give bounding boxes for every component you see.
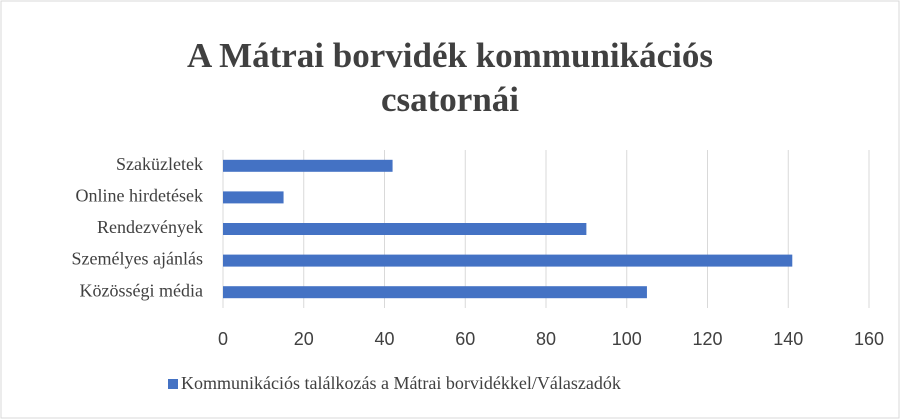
x-tick-label: 20 [294, 329, 314, 349]
bar [223, 159, 393, 172]
bar [223, 286, 647, 299]
bar [223, 191, 284, 204]
y-tick-label: Személyes ajánlás [72, 249, 203, 269]
y-tick-label: Közösségi média [80, 280, 203, 300]
legend-swatch [168, 379, 178, 389]
x-tick-label: 140 [773, 329, 803, 349]
x-tick-label: 40 [374, 329, 394, 349]
chart-title: A Mátrai borvidék kommunikációs csatorná… [186, 36, 713, 119]
y-tick-label: Rendezvények [97, 217, 203, 237]
x-tick-label: 120 [692, 329, 722, 349]
x-tick-label: 160 [854, 329, 884, 349]
bar [223, 223, 587, 235]
x-tick-label: 100 [612, 329, 642, 349]
y-tick-label: Szaküzletek [116, 154, 203, 174]
x-tick-label: 80 [536, 329, 556, 349]
bar [223, 254, 793, 267]
x-tick-label: 0 [218, 329, 228, 349]
legend-label: Kommunikációs találkozás a Mátrai borvid… [181, 373, 621, 393]
y-tick-label: Online hirdetések [76, 186, 203, 206]
x-tick-label: 60 [455, 329, 475, 349]
